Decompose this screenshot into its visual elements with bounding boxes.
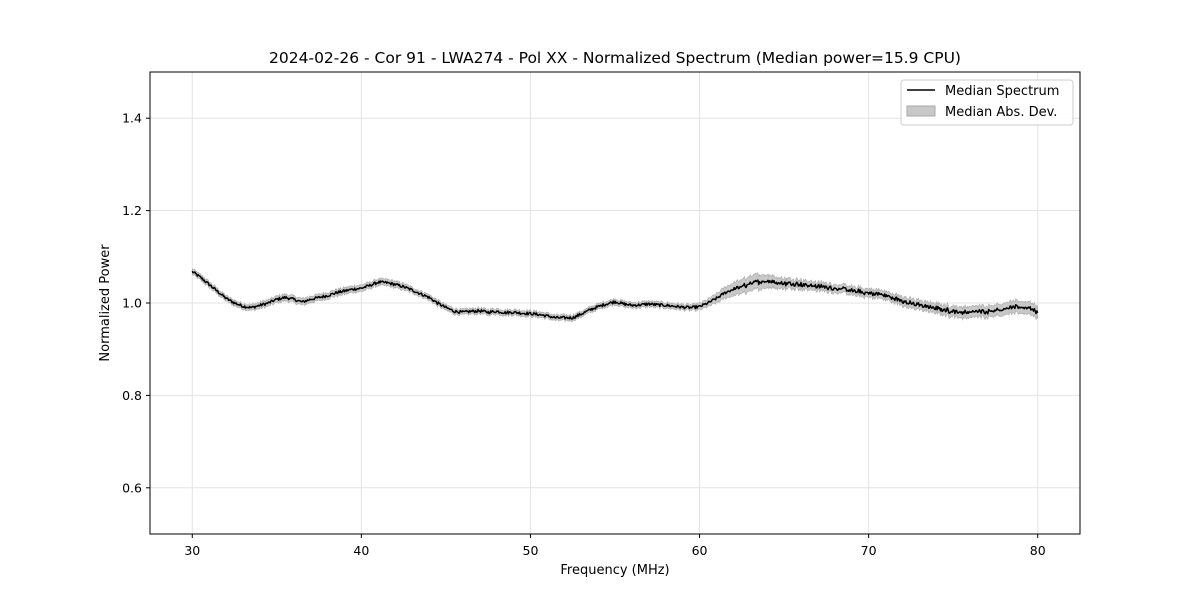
median-spectrum-line xyxy=(191,270,1039,320)
mad-band-layer xyxy=(191,268,1039,323)
axis-ticks: 30 40 50 60 70 80 0.6 0.8 1.0 1.2 1.4 xyxy=(122,111,1046,558)
x-axis-label: Frequency (MHz) xyxy=(560,563,669,578)
median-line-layer xyxy=(191,270,1039,320)
y-axis-label: Normalized Power xyxy=(98,244,113,362)
x-tick-label: 40 xyxy=(353,543,369,558)
y-tick-label: 1.0 xyxy=(122,296,142,311)
x-tick-label: 80 xyxy=(1030,543,1046,558)
x-tick-label: 30 xyxy=(184,543,200,558)
x-tick-label: 50 xyxy=(523,543,539,558)
y-tick-label: 0.6 xyxy=(122,480,142,495)
x-tick-label: 70 xyxy=(861,543,877,558)
legend-box xyxy=(900,79,1074,126)
legend-mad-swatch xyxy=(906,105,936,117)
x-tick-label: 60 xyxy=(692,543,708,558)
legend-median-spectrum-label: Median Spectrum xyxy=(945,84,1059,99)
legend-mad-label: Median Abs. Dev. xyxy=(945,105,1057,120)
y-tick-label: 1.2 xyxy=(122,203,142,218)
median-abs-dev-band xyxy=(191,268,1039,323)
y-tick-label: 1.4 xyxy=(122,111,142,126)
chart-title: 2024-02-26 - Cor 91 - LWA274 - Pol XX - … xyxy=(269,49,961,67)
legend: Median Spectrum Median Abs. Dev. xyxy=(900,79,1074,126)
y-tick-label: 0.8 xyxy=(122,388,142,403)
